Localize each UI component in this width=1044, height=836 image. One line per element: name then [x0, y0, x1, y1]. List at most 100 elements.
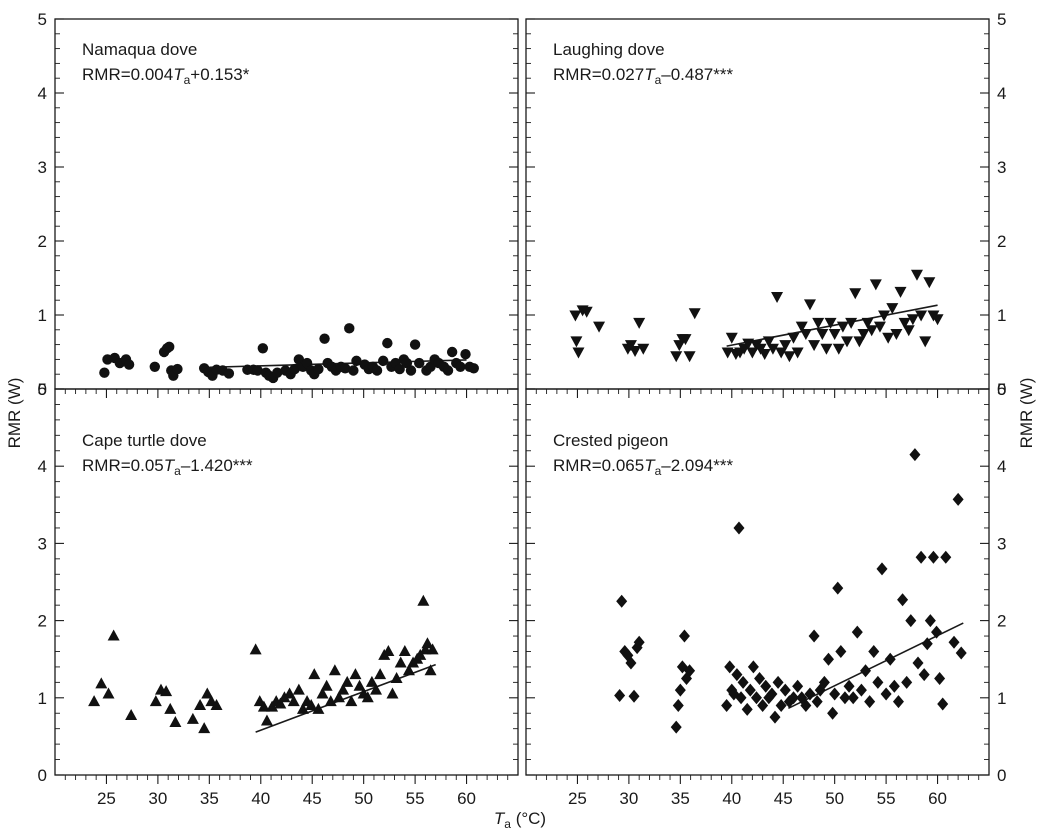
x-tick-label: 55	[877, 789, 896, 808]
data-point	[921, 637, 933, 651]
data-point	[460, 349, 471, 360]
y-tick-label: 2	[997, 612, 1006, 631]
data-point	[721, 699, 733, 713]
data-point	[762, 336, 775, 348]
data-point	[417, 594, 430, 606]
data-point	[186, 712, 199, 724]
equation-sub: a	[655, 73, 662, 87]
data-point	[851, 625, 863, 639]
data-point	[832, 581, 844, 595]
x-tick-label: 35	[200, 789, 219, 808]
data-point	[792, 679, 804, 693]
data-point	[569, 310, 582, 322]
data-point	[624, 340, 637, 352]
x-tick-label: 60	[928, 789, 947, 808]
data-point	[769, 710, 781, 724]
data-point	[788, 691, 800, 705]
data-point	[868, 644, 880, 658]
data-point	[344, 323, 355, 334]
regression-line	[788, 622, 964, 710]
data-point	[746, 347, 759, 359]
panel-title: Laughing dove	[553, 40, 665, 59]
data-point	[849, 288, 862, 300]
data-point	[872, 675, 884, 689]
data-point	[898, 317, 911, 329]
data-point	[308, 668, 321, 680]
data-point	[775, 347, 788, 359]
data-point	[853, 336, 866, 348]
y-tick-label: 4	[38, 84, 47, 103]
data-point	[952, 492, 964, 506]
x-tick-label: 40	[251, 789, 270, 808]
x-tick-label: 50	[354, 789, 373, 808]
panel-cape-turtle-dove: Cape turtle dove RMR=0.05Ta–1.420*** 0 1 2…	[38, 380, 519, 808]
data-point	[847, 691, 859, 705]
x-axis-label-unit: (°C)	[511, 809, 546, 828]
data-point	[845, 317, 858, 329]
data-point	[95, 677, 108, 689]
panel-laughing-dove: Laughing dove RMR=0.027Ta–0.487*** 0 1 2 3 4…	[525, 10, 1006, 399]
data-point	[296, 702, 309, 714]
data-point	[426, 643, 439, 655]
data-point	[593, 321, 606, 333]
data-point	[316, 687, 329, 699]
data-point	[799, 329, 812, 340]
data-point	[750, 691, 762, 705]
plot-frame	[525, 388, 990, 776]
x-axis-label-main: T	[494, 809, 506, 828]
data-point	[915, 310, 928, 322]
equation-sub: a	[184, 73, 191, 87]
data-point	[678, 629, 690, 643]
data-point	[455, 361, 466, 372]
data-point	[324, 695, 337, 707]
data-point	[931, 625, 943, 639]
data-point	[345, 695, 358, 707]
y-tick-label: 0	[997, 380, 1006, 399]
data-point	[353, 679, 366, 691]
data-point	[931, 314, 944, 326]
data-point	[394, 656, 407, 668]
data-point	[804, 687, 816, 701]
data-point	[283, 687, 296, 699]
data-point	[882, 332, 895, 344]
data-point	[820, 343, 833, 355]
data-point	[313, 363, 324, 375]
equation-pre: RMR=0.05	[82, 456, 164, 475]
data-point	[741, 702, 753, 716]
x-tick-label: 30	[148, 789, 167, 808]
data-point	[865, 325, 878, 337]
data-point	[779, 683, 791, 697]
data-point	[829, 687, 841, 701]
data-point	[795, 321, 808, 333]
data-point	[901, 675, 913, 689]
data-point	[779, 340, 792, 352]
equation-post: –2.094***	[661, 456, 733, 475]
data-point	[909, 448, 921, 462]
data-point	[616, 594, 628, 608]
data-point	[888, 679, 900, 693]
data-point	[348, 365, 359, 376]
x-tick-label: 45	[774, 789, 793, 808]
data-point	[857, 329, 870, 340]
data-point	[223, 368, 235, 379]
regression-line	[255, 663, 436, 733]
panel-namaqua-dove: Namaqua dove RMR=0.004Ta+0.153* 0 1 2 3 4 5	[38, 10, 519, 399]
data-point	[835, 644, 847, 658]
data-point	[351, 355, 362, 367]
x-tick-label: 45	[303, 789, 322, 808]
data-point	[320, 679, 333, 691]
data-point	[382, 644, 395, 656]
data-point	[349, 668, 362, 680]
data-point	[927, 550, 939, 564]
data-point	[803, 299, 816, 311]
data-point	[572, 347, 585, 359]
y-tick-label: 0	[38, 766, 47, 785]
plot-frame	[54, 388, 519, 776]
equation-sub: a	[655, 464, 662, 478]
y-axis-label-left: RMR (W)	[5, 378, 24, 449]
data-point	[918, 668, 930, 682]
data-point	[841, 336, 854, 348]
data-point	[878, 310, 891, 322]
data-point	[800, 699, 812, 713]
equation-var: T	[644, 456, 656, 475]
